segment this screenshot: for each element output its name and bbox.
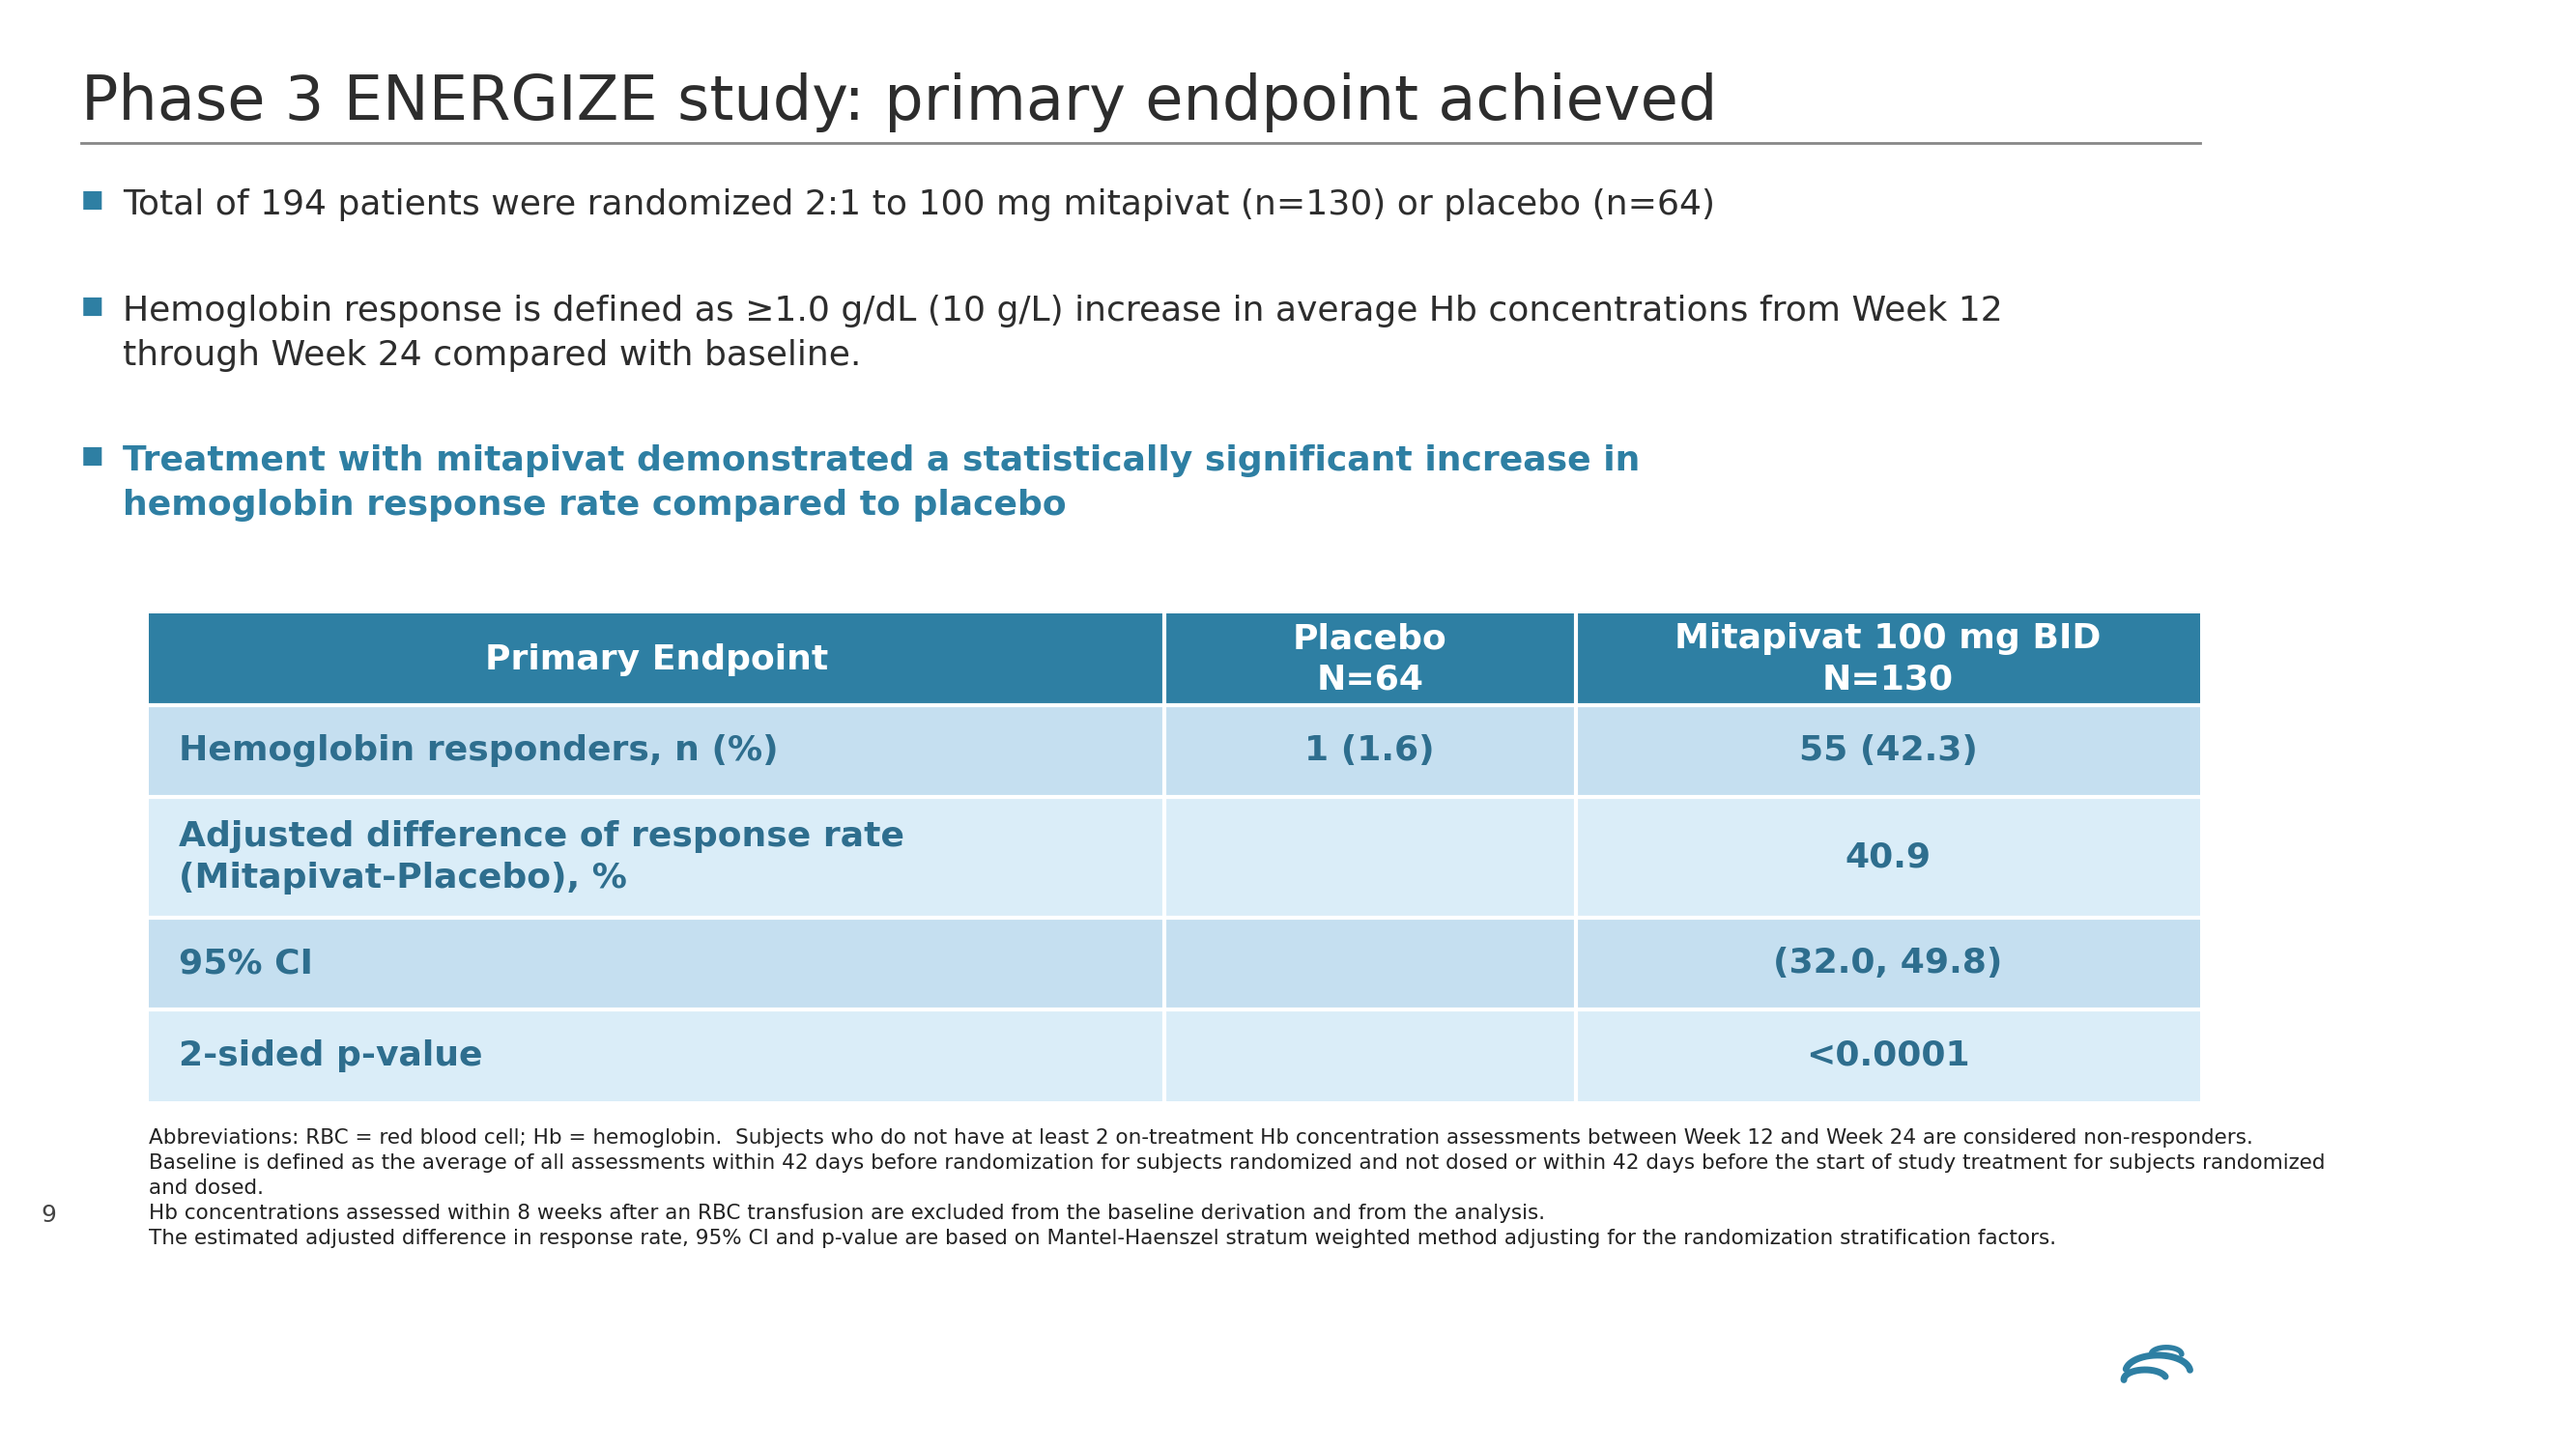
- Text: ■: ■: [80, 294, 103, 317]
- FancyBboxPatch shape: [149, 1010, 2200, 1101]
- Text: 95% CI: 95% CI: [178, 948, 312, 980]
- Text: Phase 3 ENERGIZE study: primary endpoint achieved: Phase 3 ENERGIZE study: primary endpoint…: [80, 72, 1718, 132]
- FancyBboxPatch shape: [149, 613, 2200, 706]
- Text: ■: ■: [80, 188, 103, 212]
- Text: Adjusted difference of response rate
(Mitapivat-Placebo), %: Adjusted difference of response rate (Mi…: [178, 820, 904, 894]
- FancyBboxPatch shape: [149, 797, 2200, 917]
- Text: Total of 194 patients were randomized 2:1 to 100 mg mitapivat (n=130) or placebo: Total of 194 patients were randomized 2:…: [124, 188, 1716, 222]
- Text: 9: 9: [41, 1204, 57, 1227]
- FancyBboxPatch shape: [149, 917, 2200, 1010]
- Text: Treatment with mitapivat demonstrated a statistically significant increase in
he: Treatment with mitapivat demonstrated a …: [124, 445, 1641, 522]
- Text: <0.0001: <0.0001: [1806, 1039, 1971, 1072]
- Text: and dosed.: and dosed.: [149, 1178, 263, 1198]
- Text: Hb concentrations assessed within 8 weeks after an RBC transfusion are excluded : Hb concentrations assessed within 8 week…: [149, 1204, 1546, 1223]
- Text: Placebo
N=64: Placebo N=64: [1293, 623, 1448, 696]
- Text: 2-sided p-value: 2-sided p-value: [178, 1039, 482, 1072]
- Text: Mitapivat 100 mg BID
N=130: Mitapivat 100 mg BID N=130: [1674, 623, 2102, 696]
- Text: ■: ■: [80, 445, 103, 468]
- Text: Primary Endpoint: Primary Endpoint: [484, 643, 827, 675]
- Text: 1 (1.6): 1 (1.6): [1306, 735, 1435, 768]
- Text: Hemoglobin responders, n (%): Hemoglobin responders, n (%): [178, 735, 778, 768]
- Text: Baseline is defined as the average of all assessments within 42 days before rand: Baseline is defined as the average of al…: [149, 1153, 2326, 1172]
- Text: 40.9: 40.9: [1844, 840, 1932, 874]
- Text: Abbreviations: RBC = red blood cell; Hb = hemoglobin.  Subjects who do not have : Abbreviations: RBC = red blood cell; Hb …: [149, 1129, 2254, 1148]
- FancyBboxPatch shape: [149, 706, 2200, 797]
- Text: The estimated adjusted difference in response rate, 95% CI and p-value are based: The estimated adjusted difference in res…: [149, 1229, 2056, 1248]
- Text: (32.0, 49.8): (32.0, 49.8): [1772, 948, 2002, 980]
- Text: Hemoglobin response is defined as ≥1.0 g/dL (10 g/L) increase in average Hb conc: Hemoglobin response is defined as ≥1.0 g…: [124, 294, 2004, 372]
- Text: 55 (42.3): 55 (42.3): [1798, 735, 1978, 768]
